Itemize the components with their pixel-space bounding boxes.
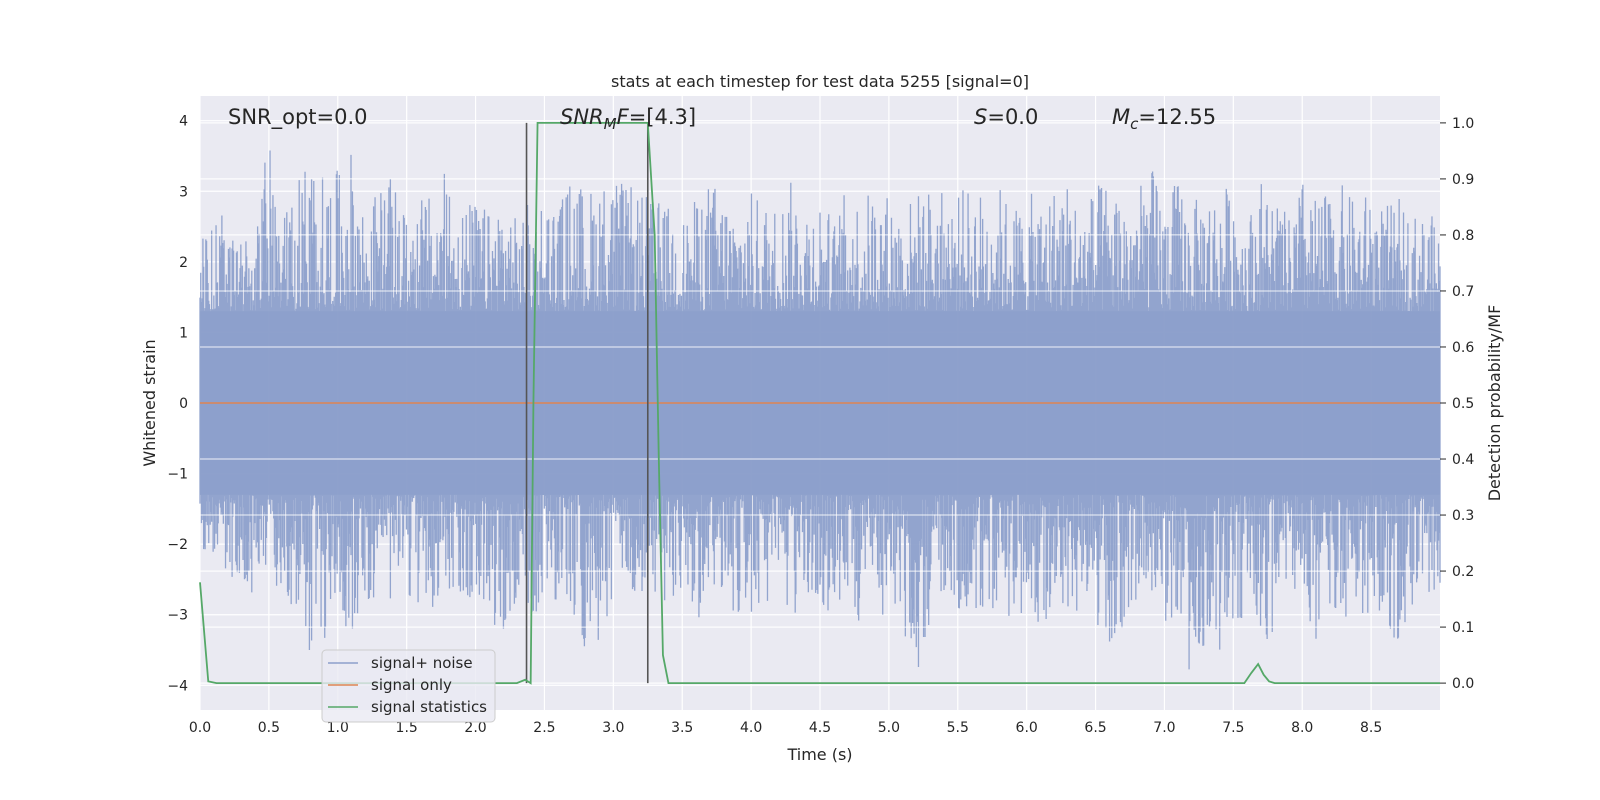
x-tick-label: 3.0 [602,720,624,736]
y-tick-label: −2 [167,537,188,553]
x-tick-label: 2.5 [533,720,555,736]
annotation-mc: Mc=12.55 [1112,105,1216,133]
y-tick-label: 4 [179,114,188,130]
annotation-mc-value: =12.55 [1138,105,1216,129]
x-tick-label: 8.0 [1291,720,1313,736]
legend-box [321,649,496,723]
annotation-snr-mf-symbol2: F [617,105,630,129]
y2-tick-label: 0.5 [1452,396,1474,412]
y-axis-label: Whitened strain [140,339,159,466]
y2-tick-label: 0.7 [1452,284,1474,300]
x-tick-label: 6.5 [1084,720,1106,736]
x-tick-label: 0.5 [258,720,280,736]
annotation-snr-mf-value: =[4.3] [629,105,696,129]
x-tick-label: 0.0 [189,720,211,736]
x-tick-label: 5.5 [947,720,969,736]
y2-tick-label: 0.4 [1452,452,1474,468]
annotation-mc-symbol: M [1112,105,1130,129]
x-tick-label: 6.0 [1016,720,1038,736]
legend-label-signal-noise: signal+ noise [371,654,473,672]
y-tick-label: 0 [179,396,188,412]
y2-tick-label: 0.8 [1452,228,1474,244]
y2-tick-label: 0.3 [1452,508,1474,524]
vertical-markers [525,122,649,684]
y2-axis-ticks: 0.0 0.1 0.2 0.3 0.4 0.5 0.6 0.7 0.8 0.9 1.0 [1440,116,1474,692]
x-axis-ticks: 0.0 0.5 1.0 1.5 2.0 2.5 3.0 3.5 4.0 4.5 5.0 5.5 6.0 6… [189,720,1382,736]
x-axis-label: Time (s) [786,745,852,764]
annotation-s: S=0.0 [974,105,1038,129]
x-tick-label: 1.0 [327,720,349,736]
annotation-snr-mf-subscript: M [604,115,617,133]
annotation-snr-opt: SNR_opt=0.0 [228,105,368,130]
x-tick-label: 7.0 [1153,720,1175,736]
legend-label-signal-only: signal only [371,676,452,694]
y-tick-label: −1 [167,467,188,483]
y2-tick-label: 0.9 [1452,172,1474,188]
y2-tick-label: 0.2 [1452,564,1474,580]
y-tick-label: 3 [179,184,188,200]
annotation-mc-subscript: c [1130,115,1139,133]
x-tick-label: 7.5 [1222,720,1244,736]
y-axis-ticks: −4 −3 −2 −1 0 1 2 3 4 [167,114,188,695]
y2-tick-label: 0.0 [1452,676,1474,692]
y-tick-label: 2 [179,255,188,271]
x-tick-label: 8.5 [1360,720,1382,736]
x-tick-label: 3.5 [671,720,693,736]
annotations: SNR_opt=0.0 SNRMF=[4.3] S=0.0 Mc=12.55 [228,105,1216,133]
annotation-snr-mf: SNRMF=[4.3] [560,105,696,133]
y2-tick-label: 0.1 [1452,620,1474,636]
annotation-s-symbol: S [974,105,987,129]
x-tick-label: 2.0 [464,720,486,736]
annotation-s-value: =0.0 [987,105,1038,129]
y2-tick-label: 1.0 [1452,116,1474,132]
x-tick-label: 5.0 [878,720,900,736]
chart-title: stats at each timestep for test data 525… [611,72,1029,91]
y-tick-label: 1 [179,325,188,341]
x-tick-label: 4.0 [740,720,762,736]
legend: signal+ noise signal only signal statist… [321,649,496,723]
annotation-snr-mf-symbol: SNR [560,105,604,129]
y-tick-label: −4 [167,678,188,694]
y2-axis-label: Detection probability/MF [1485,305,1504,502]
y-tick-label: −3 [167,608,188,624]
x-tick-label: 1.5 [396,720,418,736]
plot-area [199,96,1441,710]
legend-label-signal-statistics: signal statistics [371,698,487,716]
x-tick-label: 4.5 [809,720,831,736]
y2-tick-label: 0.6 [1452,340,1474,356]
